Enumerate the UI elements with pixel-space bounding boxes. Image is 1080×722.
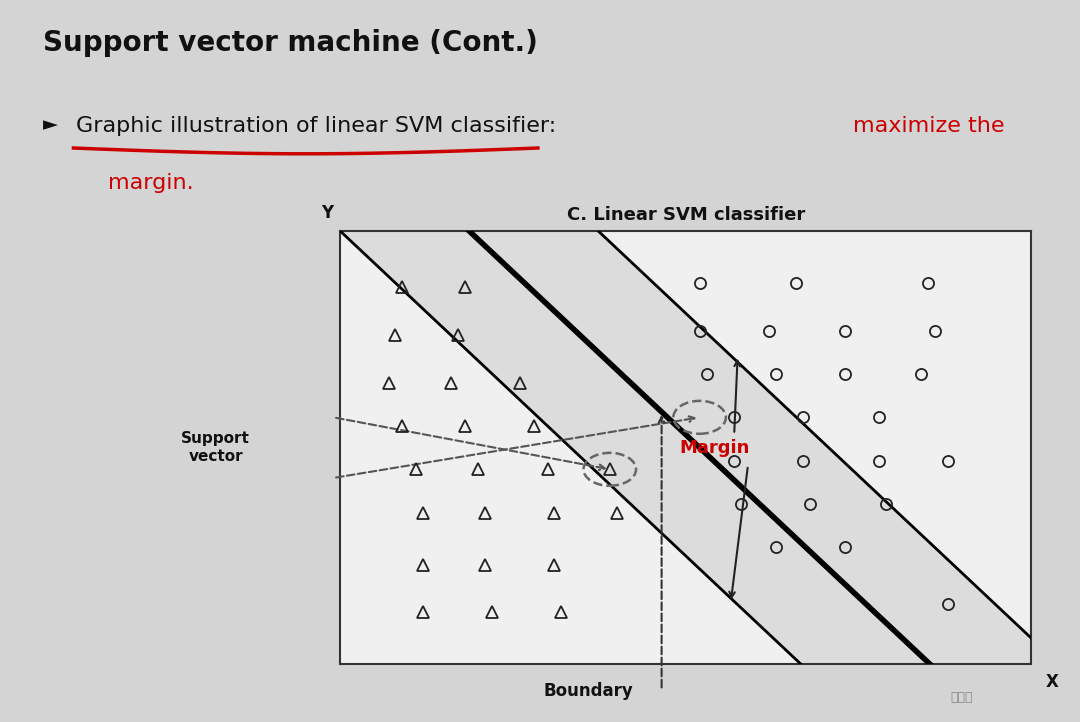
Text: Support
vector: Support vector xyxy=(181,432,251,464)
Text: Support vector machine (Cont.): Support vector machine (Cont.) xyxy=(43,29,538,57)
Text: margin.: margin. xyxy=(108,173,193,193)
Text: ►: ► xyxy=(43,116,58,134)
Title: C. Linear SVM classifier: C. Linear SVM classifier xyxy=(567,206,805,224)
Text: Graphic illustration of linear SVM classifier:: Graphic illustration of linear SVM class… xyxy=(76,116,563,136)
Text: maximize the: maximize the xyxy=(853,116,1004,136)
Text: X: X xyxy=(1045,673,1058,691)
Text: Boundary: Boundary xyxy=(543,682,634,700)
Text: Y: Y xyxy=(321,204,334,222)
Text: 万金游: 万金游 xyxy=(950,691,973,704)
Text: Margin: Margin xyxy=(679,439,750,456)
